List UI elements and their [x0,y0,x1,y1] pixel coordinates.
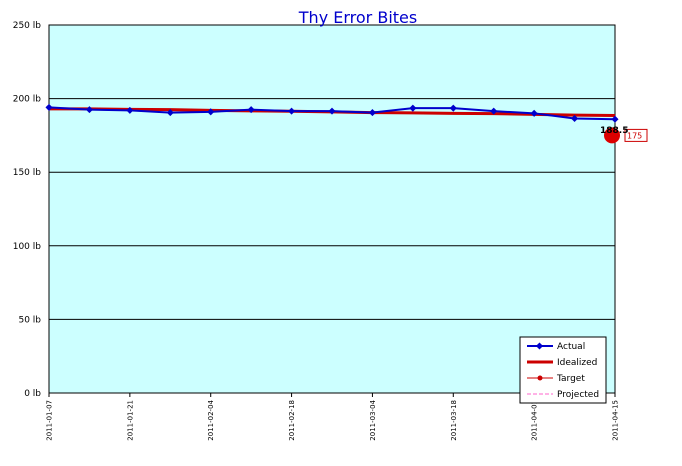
actual-point [409,104,417,112]
x-tick-label: 2011-02-04 [207,399,215,440]
legend-label-actual: Actual [557,342,585,352]
actual-point [126,106,134,114]
actual-point [85,106,93,114]
x-tick-label: 2011-04-01 [531,400,539,441]
actual-point [449,104,457,112]
chart-title: Thy Error Bites [298,8,417,27]
y-tick-label: 200 lb [13,95,42,105]
x-tick-label: 2011-04-15 [612,400,620,441]
actual-point [571,114,579,123]
last-value-label: 188.5 [600,126,628,136]
x-tick-label: 2011-03-04 [369,399,377,440]
x-tick-label: 2011-03-18 [450,400,458,441]
grid-lines [49,98,615,320]
y-axis: 0 lb 50 lb 100 lb 150 lb 200 lb 250 lb [13,21,42,399]
y-tick-label: 150 lb [13,168,42,178]
legend-item-idealized: Idealized [527,358,597,368]
y-tick-label: 100 lb [13,242,42,252]
actual-point [490,107,498,115]
actual-point [207,108,215,116]
legend-box [519,336,607,404]
target-label: 175 [627,131,642,140]
x-tick-label: 2011-01-07 [46,400,54,441]
annotations: 175 188.5 [600,126,648,144]
actual-point [611,115,619,123]
actual-point [530,109,538,117]
actual-point [288,107,296,115]
x-tick-label: 2011-01-21 [126,400,134,441]
actual-point [368,109,376,117]
actual-point [328,107,336,115]
legend-item-target: Target [527,374,585,384]
legend-item-projected: Projected [527,390,599,400]
plot-area [48,24,616,394]
legend-item-actual: Actual [527,342,585,352]
x-axis: 2011-01-07 2011-01-21 2011-02-04 2011-02-18… [46,393,620,441]
actual-point [166,109,174,117]
legend-label-target: Target [556,374,585,384]
x-tick-label: 2011-02-18 [288,400,296,441]
y-tick-label: 50 lb [18,315,41,325]
y-tick-label: 250 lb [13,21,42,31]
data-points [45,103,619,123]
actual-point [247,106,255,114]
legend-label-projected: Projected [557,390,599,400]
target-label-box [624,128,648,142]
y-tick-label: 0 lb [24,389,41,399]
legend-label-idealized: Idealized [557,358,597,368]
target-marker [604,127,620,144]
legend: Actual Idealized Target Projected [519,336,607,404]
